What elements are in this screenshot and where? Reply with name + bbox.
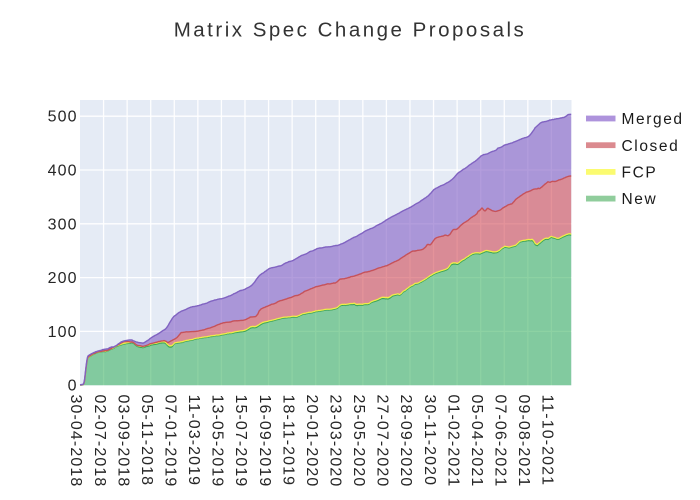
svg-text:16-09-2019: 16-09-2019 xyxy=(256,395,273,488)
svg-text:200: 200 xyxy=(48,270,78,287)
svg-text:11-10-2021: 11-10-2021 xyxy=(539,395,556,487)
svg-text:07-01-2019: 07-01-2019 xyxy=(161,395,178,488)
svg-text:0: 0 xyxy=(68,378,78,395)
svg-text:Closed: Closed xyxy=(622,138,680,155)
svg-text:100: 100 xyxy=(48,324,78,341)
svg-text:11-03-2019: 11-03-2019 xyxy=(185,395,202,487)
svg-text:07-06-2021: 07-06-2021 xyxy=(491,395,508,488)
svg-text:300: 300 xyxy=(48,216,78,233)
svg-text:15-07-2019: 15-07-2019 xyxy=(232,395,249,488)
svg-text:400: 400 xyxy=(48,163,78,180)
svg-text:New: New xyxy=(622,191,658,208)
svg-text:Merged: Merged xyxy=(622,111,684,128)
svg-text:05-11-2018: 05-11-2018 xyxy=(138,395,155,487)
svg-text:30-04-2018: 30-04-2018 xyxy=(67,395,84,488)
svg-text:23-03-2020: 23-03-2020 xyxy=(326,395,343,488)
svg-text:28-09-2020: 28-09-2020 xyxy=(397,395,414,488)
svg-text:500: 500 xyxy=(48,109,78,126)
svg-text:01-02-2021: 01-02-2021 xyxy=(444,395,461,488)
svg-text:13-05-2019: 13-05-2019 xyxy=(209,395,226,488)
svg-text:30-11-2020: 30-11-2020 xyxy=(421,395,438,487)
svg-text:27-07-2020: 27-07-2020 xyxy=(374,395,391,488)
svg-text:05-04-2021: 05-04-2021 xyxy=(468,395,485,488)
svg-text:18-11-2019: 18-11-2019 xyxy=(279,395,296,487)
svg-text:25-05-2020: 25-05-2020 xyxy=(350,395,367,488)
svg-text:20-01-2020: 20-01-2020 xyxy=(303,395,320,488)
svg-text:02-07-2018: 02-07-2018 xyxy=(91,395,108,488)
svg-text:Matrix Spec Change Proposals: Matrix Spec Change Proposals xyxy=(174,19,527,42)
svg-text:09-08-2021: 09-08-2021 xyxy=(515,395,532,488)
svg-text:FCP: FCP xyxy=(622,165,658,182)
svg-text:03-09-2018: 03-09-2018 xyxy=(114,395,131,488)
